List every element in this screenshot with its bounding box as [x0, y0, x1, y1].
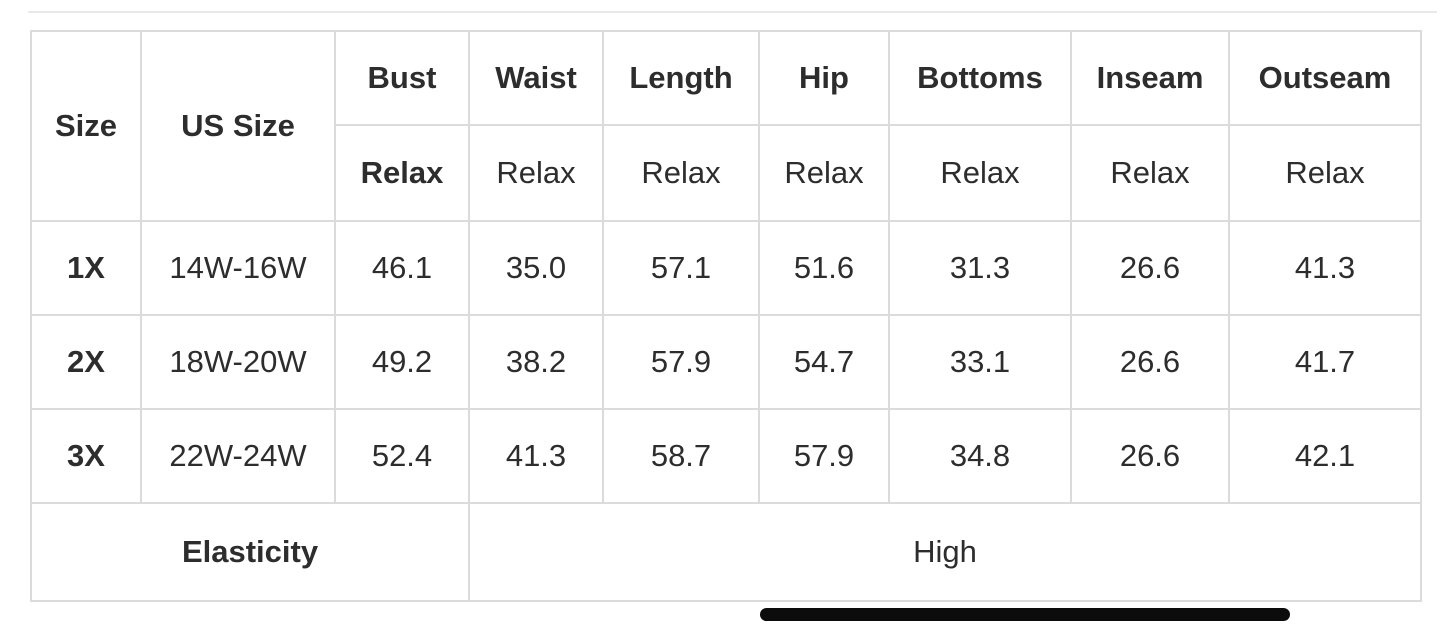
size-chart-table: Size US Size Bust Waist Length Hip Botto… — [30, 30, 1422, 602]
column-header-bust: Bust — [334, 30, 470, 126]
hip-value: 51.6 — [758, 220, 890, 316]
table-row-2x: 2X 18W-20W 49.2 38.2 57.9 54.7 33.1 26.6… — [30, 314, 1422, 410]
length-value: 57.9 — [602, 314, 760, 410]
hip-value: 54.7 — [758, 314, 890, 410]
table-row-1x: 1X 14W-16W 46.1 35.0 57.1 51.6 31.3 26.6… — [30, 220, 1422, 316]
fit-type-inseam: Relax — [1070, 124, 1230, 222]
fit-type-hip: Relax — [758, 124, 890, 222]
header-row-measurements: Size US Size Bust Waist Length Hip Botto… — [30, 30, 1422, 222]
length-value: 57.1 — [602, 220, 760, 316]
length-value: 58.7 — [602, 408, 760, 504]
column-header-outseam: Outseam — [1228, 30, 1422, 126]
bust-value: 46.1 — [334, 220, 470, 316]
column-header-length: Length — [602, 30, 760, 126]
column-header-hip: Hip — [758, 30, 890, 126]
outseam-value: 42.1 — [1228, 408, 1422, 504]
size-label-2x: 2X — [30, 314, 142, 410]
us-size-value: 14W-16W — [140, 220, 336, 316]
us-size-value: 22W-24W — [140, 408, 336, 504]
corner-header-size: Size — [30, 30, 142, 222]
inseam-value: 26.6 — [1070, 220, 1230, 316]
elasticity-row: Elasticity High — [30, 502, 1422, 602]
waist-value: 41.3 — [468, 408, 604, 504]
outseam-value: 41.7 — [1228, 314, 1422, 410]
column-header-inseam: Inseam — [1070, 30, 1230, 126]
size-label-3x: 3X — [30, 408, 142, 504]
bottoms-value: 34.8 — [888, 408, 1072, 504]
column-header-bottoms: Bottoms — [888, 30, 1072, 126]
top-divider — [28, 11, 1437, 13]
header-row-fit-type: Relax Relax Relax Relax Relax Relax Rela… — [31, 124, 1422, 222]
header-us-size: US Size — [140, 30, 336, 222]
column-header-waist: Waist — [468, 30, 604, 126]
bottoms-value: 31.3 — [888, 220, 1072, 316]
elasticity-label: Elasticity — [30, 502, 470, 602]
waist-value: 38.2 — [468, 314, 604, 410]
waist-value: 35.0 — [468, 220, 604, 316]
inseam-value: 26.6 — [1070, 408, 1230, 504]
bust-value: 49.2 — [334, 314, 470, 410]
fit-type-outseam: Relax — [1228, 124, 1422, 222]
horizontal-scrollbar-thumb[interactable] — [760, 608, 1290, 621]
outseam-value: 41.3 — [1228, 220, 1422, 316]
fit-type-bottoms: Relax — [888, 124, 1072, 222]
fit-type-waist: Relax — [468, 124, 604, 222]
bust-value: 52.4 — [334, 408, 470, 504]
hip-value: 57.9 — [758, 408, 890, 504]
fit-type-length: Relax — [602, 124, 760, 222]
inseam-value: 26.6 — [1070, 314, 1230, 410]
table-row-3x: 3X 22W-24W 52.4 41.3 58.7 57.9 34.8 26.6… — [30, 408, 1422, 504]
size-label-1x: 1X — [30, 220, 142, 316]
fit-type-bust: Relax — [334, 124, 470, 222]
bottoms-value: 33.1 — [888, 314, 1072, 410]
us-size-value: 18W-20W — [140, 314, 336, 410]
elasticity-value: High — [468, 502, 1422, 602]
